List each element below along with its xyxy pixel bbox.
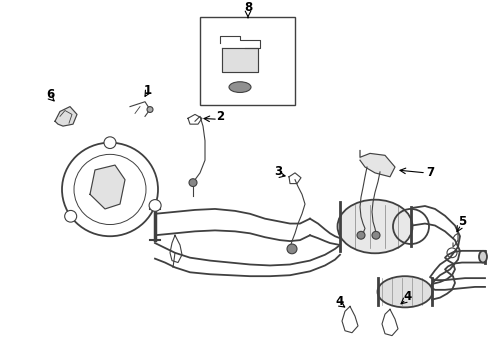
Text: 2: 2: [216, 110, 224, 123]
Bar: [200, 17, 295, 105]
Circle shape: [147, 107, 153, 112]
Circle shape: [372, 231, 380, 239]
Ellipse shape: [377, 276, 433, 307]
Circle shape: [149, 199, 161, 211]
Text: 6: 6: [46, 89, 54, 102]
Circle shape: [65, 211, 76, 222]
Polygon shape: [222, 48, 258, 72]
Ellipse shape: [479, 251, 487, 262]
Text: 4: 4: [336, 295, 344, 308]
Circle shape: [357, 231, 365, 239]
Text: 4: 4: [404, 290, 412, 303]
Text: 1: 1: [144, 84, 152, 96]
Circle shape: [104, 137, 116, 149]
Ellipse shape: [338, 200, 413, 253]
Text: 3: 3: [274, 165, 282, 179]
Text: 5: 5: [458, 215, 466, 228]
Circle shape: [287, 244, 297, 254]
Text: 8: 8: [244, 1, 252, 14]
Circle shape: [189, 179, 197, 186]
Text: 7: 7: [426, 166, 434, 179]
Polygon shape: [55, 107, 77, 126]
Ellipse shape: [229, 82, 251, 93]
Polygon shape: [360, 150, 395, 177]
Polygon shape: [90, 165, 125, 209]
